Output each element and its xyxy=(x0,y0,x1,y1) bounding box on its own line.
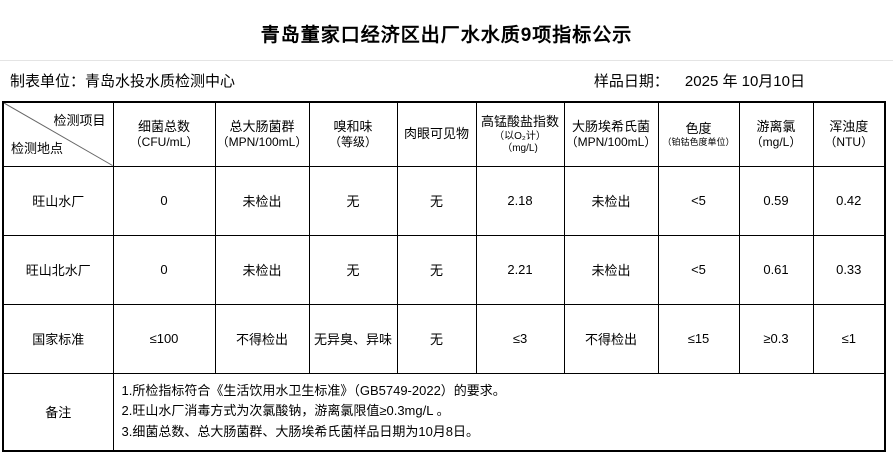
cell-value: 0.42 xyxy=(812,165,886,236)
header-row: 检测项目 检测地点 细菌总数 （CFU/mL） 总大肠菌群 （MPN/100mL… xyxy=(2,101,886,167)
col-header-ecoli: 大肠埃希氏菌 （MPN/100mL） xyxy=(563,101,659,167)
corner-diagonal-line xyxy=(4,103,113,166)
page-title: 青岛董家口经济区出厂水水质9项指标公示 xyxy=(260,25,633,46)
cell-value: <5 xyxy=(657,165,740,236)
title-divider xyxy=(0,60,893,61)
corner-header-cell: 检测项目 检测地点 xyxy=(2,101,114,167)
cell-value: <5 xyxy=(657,234,740,305)
cell-value: 2.21 xyxy=(475,234,565,305)
corner-label-items: 检测项目 xyxy=(53,113,106,128)
site-name: 旺山北水厂 xyxy=(2,234,114,305)
note-line: 1.所检指标符合《生活饮用水卫生标准》（GB5749-2022）的要求。 xyxy=(121,382,506,398)
col-header-odor: 嗅和味 （等级） xyxy=(308,101,398,167)
cell-value: 无 xyxy=(396,165,477,236)
notes-content: 1.所检指标符合《生活饮用水卫生标准》（GB5749-2022）的要求。 2.旺… xyxy=(112,372,886,452)
corner-label-sites: 检测地点 xyxy=(11,140,64,156)
cell-value: 0 xyxy=(112,234,216,305)
cell-value: 无异臭、异味 xyxy=(308,303,398,374)
cell-value: 无 xyxy=(308,165,398,236)
cell-value: 0.33 xyxy=(812,234,886,305)
cell-value: 2.18 xyxy=(475,165,565,236)
sample-date-value: 2025 年 10月10日 xyxy=(684,73,805,90)
cell-value: 无 xyxy=(396,303,477,374)
notes-label: 备注 xyxy=(2,372,114,452)
cell-value: 未检出 xyxy=(563,234,659,305)
note-line: 3.细菌总数、总大肠菌群、大肠埃希氏菌样品日期为10月8日。 xyxy=(121,424,480,440)
cell-value: 0.59 xyxy=(738,165,814,236)
cell-value: ≤15 xyxy=(657,303,740,374)
cell-value: 未检出 xyxy=(563,165,659,236)
cell-value: ≤3 xyxy=(475,303,565,374)
note-line: 2.旺山水厂消毒方式为次氯酸钠，游离氯限值≥0.3mg/L 。 xyxy=(121,403,450,419)
col-header-free-chlorine: 游离氯 （mg/L） xyxy=(738,101,814,167)
table-row-national-standard: 国家标准 ≤100 不得检出 无异臭、异味 无 ≤3 不得检出 ≤15 ≥0.3… xyxy=(2,303,886,374)
water-quality-table: 检测项目 检测地点 细菌总数 （CFU/mL） 总大肠菌群 （MPN/100mL… xyxy=(2,101,886,452)
cell-value: ≤100 xyxy=(112,303,216,374)
col-header-chroma: 色度 （铂钴色度单位） xyxy=(657,101,740,167)
cell-value: 0 xyxy=(112,165,216,236)
cell-value: ≥0.3 xyxy=(738,303,814,374)
cell-value: 无 xyxy=(396,234,477,305)
site-name: 旺山水厂 xyxy=(2,165,114,236)
cell-value: 不得检出 xyxy=(214,303,310,374)
cell-value: 无 xyxy=(308,234,398,305)
cell-value: 0.61 xyxy=(738,234,814,305)
cell-value: 不得检出 xyxy=(563,303,659,374)
table-row-wangshan: 旺山水厂 0 未检出 无 无 2.18 未检出 <5 0.59 0.42 xyxy=(2,165,886,236)
col-header-permanganate-index: 高锰酸盐指数 （以O₂计） （mg/L) xyxy=(475,101,565,167)
meta-bar: 制表单位：青岛水投水质检测中心 样品日期： 2025 年 10月10日 xyxy=(0,70,893,91)
cell-value: 未检出 xyxy=(214,234,310,305)
table-maker-label: 制表单位：青岛水投水质检测中心 xyxy=(10,73,236,90)
col-header-bacteria: 细菌总数 （CFU/mL） xyxy=(112,101,216,167)
table-row-wangshan-north: 旺山北水厂 0 未检出 无 无 2.21 未检出 <5 0.61 0.33 xyxy=(2,234,886,305)
cell-value: 未检出 xyxy=(214,165,310,236)
cell-value: ≤1 xyxy=(812,303,886,374)
col-header-turbidity: 浑浊度 （NTU） xyxy=(812,101,886,167)
notes-row: 备注 1.所检指标符合《生活饮用水卫生标准》（GB5749-2022）的要求。 … xyxy=(2,372,886,452)
site-name: 国家标准 xyxy=(2,303,114,374)
sample-date: 样品日期： 2025 年 10月10日 xyxy=(594,70,805,91)
col-header-visible-matter: 肉眼可见物 xyxy=(396,101,477,167)
sample-date-label: 样品日期： xyxy=(593,73,669,90)
col-header-total-coliform: 总大肠菌群 （MPN/100mL） xyxy=(214,101,310,167)
